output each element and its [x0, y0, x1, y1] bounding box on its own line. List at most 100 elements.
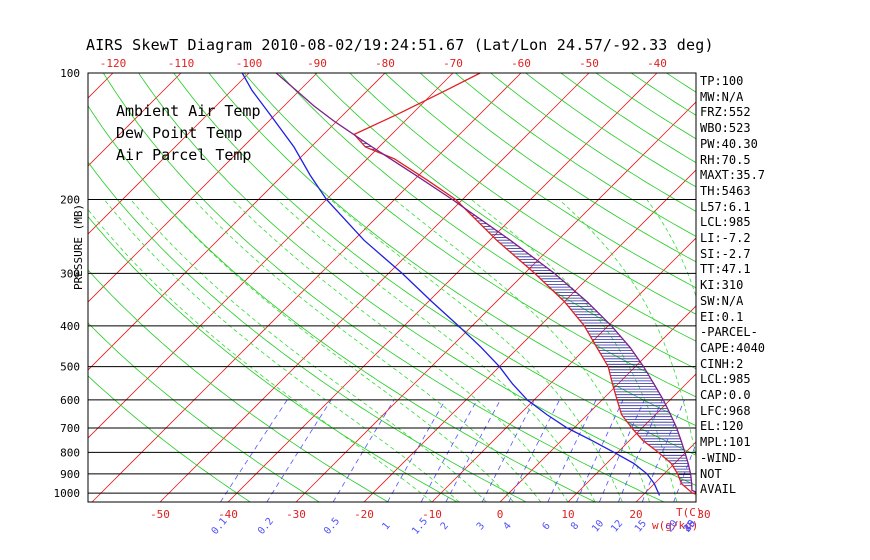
mixing-ratio-line	[618, 399, 663, 502]
pressure-tick-label: 200	[60, 193, 80, 206]
dry-adiabat-line	[88, 105, 596, 502]
bottom-temp-tick-label: -20	[354, 508, 374, 521]
dry-adiabat-line	[103, 73, 665, 502]
legend-ambient-air-temp: Ambient Air Temp	[116, 102, 261, 120]
bottom-temp-tick-label: -30	[286, 508, 306, 521]
index-label: SI:-2.7	[700, 246, 751, 261]
chart-title: AIRS SkewT Diagram 2010-08-02/19:24:51.6…	[86, 36, 714, 54]
index-label: MW:N/A	[700, 89, 744, 104]
pressure-tick-label: 900	[60, 468, 80, 481]
mixing-ratio-tick-label: 2	[439, 521, 451, 533]
dry-adiabat-line	[455, 73, 696, 237]
index-label: TT:47.1	[700, 262, 751, 277]
plot-area	[0, 73, 870, 502]
index-label: PW:40.30	[700, 136, 758, 151]
bottom-temp-tick-label: -50	[150, 508, 170, 521]
top-temp-tick-label: -110	[168, 57, 195, 70]
mixing-ratio-unit-label: w(g/kg)	[652, 519, 698, 532]
mixing-ratio-line	[598, 399, 645, 502]
dry-adiabat-line	[490, 73, 696, 212]
plot-frame	[87, 72, 697, 503]
dry-adiabat-line	[843, 73, 870, 502]
moist-adiabat-line	[130, 199, 487, 502]
air-parcel-temp-profile	[275, 73, 696, 493]
index-label: MPL:101	[700, 435, 751, 450]
index-label: LCL:985	[700, 372, 751, 387]
mixing-ratio-line	[641, 399, 685, 502]
index-label: WBO:523	[700, 121, 751, 136]
index-label: AVAIL	[700, 482, 737, 497]
index-label: L57:6.1	[700, 199, 751, 214]
pressure-tick-label: 100	[60, 67, 80, 80]
bottom-temp-tick-label: -10	[422, 508, 442, 521]
index-label: EL:120	[700, 419, 744, 434]
index-label: CINH:2	[700, 356, 744, 371]
moist-adiabat-line	[103, 199, 460, 502]
dry-adiabat-line	[88, 375, 251, 502]
pressure-tick-label: 300	[60, 267, 80, 280]
index-label: FRZ:552	[700, 105, 751, 120]
bottom-temp-tick-label: 0	[497, 508, 504, 521]
mixing-ratio-tick-label: 4	[502, 521, 514, 533]
dry-adiabat-line	[560, 73, 696, 164]
index-label: LCL:985	[700, 215, 751, 230]
dry-adiabat-line	[666, 73, 696, 93]
dry-adiabat-line	[349, 73, 696, 315]
dry-adiabat-line	[279, 73, 696, 370]
isotherm-line	[88, 73, 182, 167]
mixing-ratio-line	[508, 399, 560, 502]
mixing-ratio-tick-label: 10	[590, 518, 606, 534]
moist-adiabat-line	[88, 208, 433, 502]
index-label: NOT	[700, 466, 722, 481]
mixing-ratio-tick-label: 12	[609, 518, 625, 534]
mixing-ratio-line	[547, 399, 597, 502]
pressure-tick-label: 400	[60, 320, 80, 333]
mixing-ratio-line	[420, 399, 478, 502]
dry-adiabat-line	[243, 73, 696, 398]
pressure-tick-label: 800	[60, 446, 80, 459]
index-label: CAPE:4040	[700, 340, 766, 355]
y-axis-label: PRESSURE (MB)	[72, 203, 85, 290]
dry-adiabat-line	[88, 269, 389, 502]
moist-adiabat-line	[276, 199, 596, 502]
bottom-temp-tick-label: 10	[561, 508, 574, 521]
mixing-ratio-line	[445, 399, 501, 502]
bottom-temp-tick-label: 20	[629, 508, 642, 521]
dry-adiabat-line	[384, 73, 696, 289]
mixing-ratio-tick-label: 6	[541, 521, 553, 533]
isotherm-line	[88, 73, 386, 371]
moist-adiabat-line	[471, 199, 678, 502]
index-label: KI:310	[700, 278, 744, 293]
bottom-temp-tick-label: -40	[218, 508, 238, 521]
pressure-tick-label: 600	[60, 394, 80, 407]
dry-adiabat-line	[208, 73, 696, 427]
isotherm-line	[88, 73, 318, 303]
index-label: CAP:0.0	[700, 388, 751, 402]
index-label: -PARCEL-	[700, 325, 758, 340]
mixing-ratio-tick-label: 0.5	[322, 516, 342, 537]
ambient-air-temp-profile	[353, 73, 696, 495]
dry-adiabat-line	[807, 73, 870, 502]
mixing-ratio-tick-label: 1	[380, 521, 392, 533]
mixing-ratio-tick-label: 0.2	[256, 516, 276, 537]
mixing-ratio-line	[481, 399, 535, 502]
index-label: MAXT:35.7	[700, 168, 766, 183]
isotherm-line	[0, 73, 45, 502]
dry-adiabat-line	[525, 73, 696, 188]
index-label: LI:-7.2	[700, 231, 751, 245]
top-temp-tick-label: -100	[236, 57, 263, 70]
mixing-ratio-line	[266, 399, 332, 502]
index-label: SW:N/A	[700, 293, 744, 308]
legend-air-parcel-temp: Air Parcel Temp	[116, 146, 252, 164]
moist-adiabat-line	[330, 199, 623, 502]
dry-adiabat-line	[772, 73, 870, 502]
top-temp-tick-label: -120	[100, 57, 127, 70]
dry-adiabat-line	[314, 73, 696, 342]
bottom-temp-tick-label: 30	[697, 508, 710, 521]
isotherm-line	[227, 73, 658, 502]
isotherm-line	[88, 73, 250, 235]
mixing-ratio-line	[332, 399, 395, 502]
legend-dew-point-temp: Dew Point Temp	[116, 124, 243, 142]
mixing-ratio-line	[576, 399, 624, 502]
